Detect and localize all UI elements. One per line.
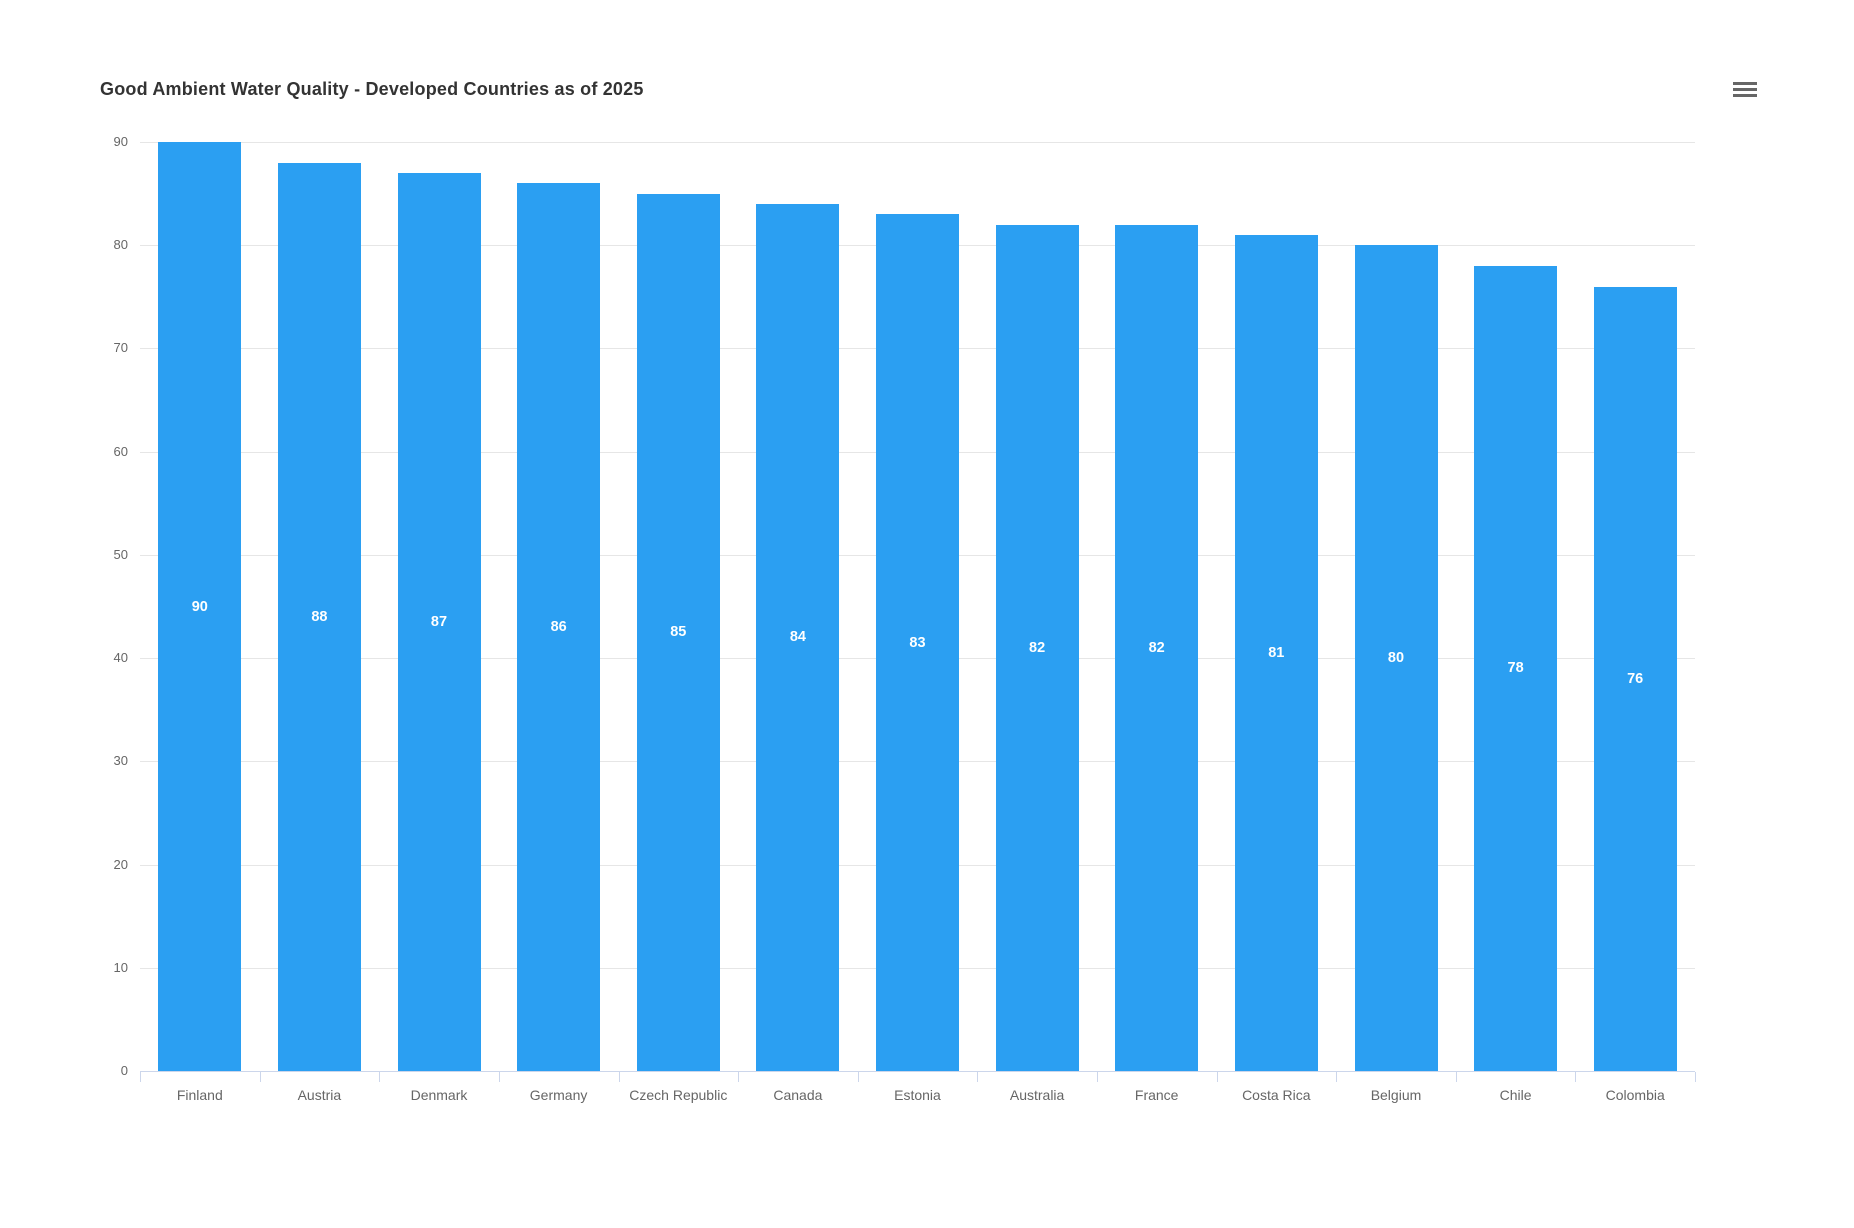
- bar-costa-rica[interactable]: 81: [1234, 234, 1318, 1071]
- x-axis-tick: [977, 1072, 979, 1082]
- x-axis-tick: [1216, 1072, 1218, 1082]
- bar-value-label: 83: [909, 634, 926, 651]
- bar-colombia[interactable]: 76: [1593, 286, 1677, 1071]
- y-axis-label: 40: [113, 650, 128, 666]
- bar-denmark[interactable]: 87: [397, 173, 481, 1071]
- bar-australia[interactable]: 82: [995, 224, 1079, 1071]
- x-axis-tick: [618, 1072, 620, 1082]
- x-axis-tick: [140, 1072, 141, 1082]
- x-axis-tick: [1575, 1072, 1577, 1082]
- y-axis-label: 80: [113, 237, 128, 253]
- x-axis-label: Austria: [297, 1087, 342, 1103]
- bar-value-label: 90: [191, 598, 208, 615]
- bar-germany[interactable]: 86: [517, 183, 601, 1071]
- bar-chile[interactable]: 78: [1474, 265, 1558, 1071]
- y-axis-label: 0: [120, 1063, 128, 1078]
- bar-value-label: 88: [311, 608, 328, 625]
- chart-context-menu-button[interactable]: [1727, 74, 1763, 104]
- y-axis: 0 10 20 30 40 50 60 70 80 90: [0, 134, 128, 1078]
- bar-value-label: 87: [430, 614, 448, 630]
- bar-value-label: 76: [1627, 670, 1644, 687]
- bar-estonia[interactable]: 83: [876, 214, 959, 1071]
- gridline: [140, 142, 1695, 143]
- y-axis-label: 30: [113, 753, 128, 769]
- bar-value-label: 82: [1029, 639, 1046, 656]
- y-axis-label: 20: [113, 856, 128, 872]
- y-axis-label: 90: [113, 134, 128, 149]
- bar-france[interactable]: 82: [1115, 224, 1199, 1071]
- x-axis-tick: [1455, 1072, 1457, 1082]
- bar-belgium[interactable]: 80: [1354, 245, 1438, 1071]
- x-axis-tick: [857, 1072, 859, 1082]
- x-axis-label: Australia: [1009, 1087, 1065, 1103]
- bar-canada[interactable]: 84: [756, 203, 840, 1071]
- x-axis-label: Costa Rica: [1242, 1087, 1311, 1103]
- x-axis-label: Colombia: [1605, 1087, 1665, 1103]
- plot-area: 90 88 87 86 85 84 83 82 82 81 80 78 76: [140, 142, 1695, 1072]
- bar-value-label: 82: [1148, 639, 1165, 656]
- x-axis-tick: [379, 1072, 381, 1082]
- hamburger-icon: [1733, 81, 1757, 97]
- bar-value-label: 84: [789, 629, 806, 646]
- bar-austria[interactable]: 88: [277, 162, 361, 1071]
- x-axis-tick: [259, 1072, 261, 1082]
- x-axis-tick: [1096, 1072, 1098, 1082]
- chart-title: Good Ambient Water Quality - Developed C…: [100, 79, 644, 99]
- bar-value-label: 86: [550, 619, 567, 636]
- bar-value-label: 80: [1387, 650, 1405, 667]
- x-axis-label: France: [1134, 1087, 1179, 1103]
- x-axis-label: Belgium: [1370, 1087, 1422, 1103]
- x-axis-tick: [1695, 1072, 1696, 1082]
- bar-finland[interactable]: 90: [158, 142, 242, 1071]
- y-axis-label: 60: [113, 443, 128, 459]
- x-axis-label: Germany: [529, 1087, 588, 1103]
- bar-value-label: 78: [1507, 660, 1524, 677]
- bar-value-label: 81: [1268, 644, 1285, 661]
- bar-value-label: 85: [670, 624, 687, 641]
- x-axis-tick: [738, 1072, 740, 1082]
- y-axis-label: 10: [113, 959, 128, 975]
- y-axis-label: 70: [113, 340, 128, 356]
- x-axis-tick: [498, 1072, 500, 1082]
- x-axis-label: Canada: [773, 1087, 823, 1103]
- x-axis-tick: [1336, 1072, 1338, 1082]
- x-axis-label: Estonia: [894, 1087, 941, 1103]
- x-axis-label: Chile: [1499, 1087, 1532, 1103]
- x-axis-label: Denmark: [410, 1087, 468, 1103]
- bar-czech-republic[interactable]: 85: [636, 193, 720, 1071]
- y-axis-label: 50: [113, 546, 128, 562]
- x-axis-label: Czech Republic: [629, 1087, 728, 1103]
- x-axis-label: Finland: [176, 1087, 223, 1103]
